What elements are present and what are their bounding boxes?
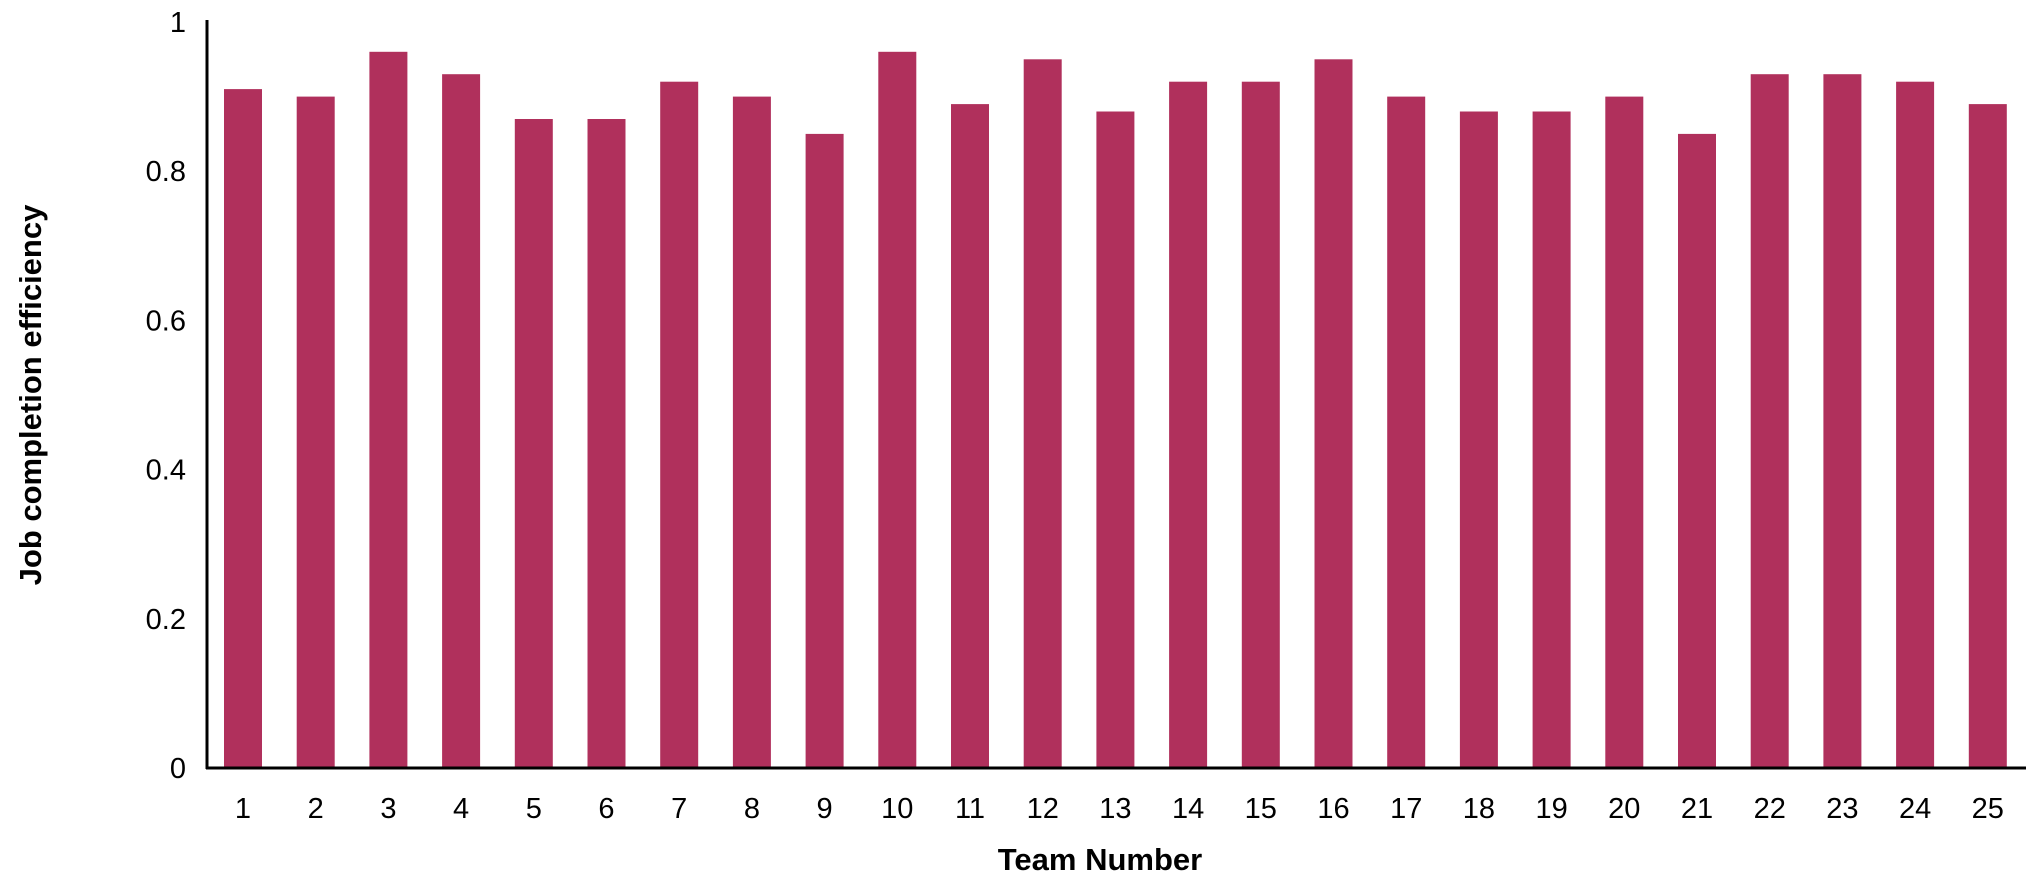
bar-team-24 bbox=[1896, 81, 1935, 768]
y-tick-labels: 0 0.2 0.4 0.6 0.8 1 bbox=[146, 7, 186, 785]
y-tick-label: 0.2 bbox=[146, 604, 186, 636]
bar-team-1 bbox=[224, 89, 262, 769]
bar-team-20 bbox=[1605, 96, 1644, 769]
x-tick-label: 21 bbox=[1681, 793, 1713, 825]
bar-team-9 bbox=[805, 133, 844, 768]
x-tick-label: 22 bbox=[1754, 793, 1786, 825]
x-tick-label: 25 bbox=[1972, 793, 2004, 825]
bar-team-7 bbox=[660, 81, 699, 768]
x-tick-label: 16 bbox=[1317, 793, 1349, 825]
bar-team-8 bbox=[732, 96, 771, 769]
bar-team-23 bbox=[1823, 74, 1862, 768]
y-tick-label: 0.4 bbox=[146, 455, 186, 487]
y-axis-title: Job completion efficiency bbox=[13, 204, 48, 585]
bar-team-25 bbox=[1968, 104, 2007, 769]
x-tick-label: 14 bbox=[1172, 793, 1204, 825]
x-axis-title: Team Number bbox=[998, 842, 1202, 877]
bar-team-16 bbox=[1314, 59, 1353, 769]
x-tick-label: 23 bbox=[1826, 793, 1858, 825]
x-tick-label: 3 bbox=[380, 793, 396, 825]
x-tick-label: 1 bbox=[235, 793, 251, 825]
x-tick-label: 19 bbox=[1535, 793, 1567, 825]
x-tick-label: 11 bbox=[955, 793, 985, 825]
bar-team-17 bbox=[1387, 96, 1426, 769]
x-tick-label: 10 bbox=[881, 793, 913, 825]
x-tick-label: 4 bbox=[453, 793, 469, 825]
y-tick-label: 0.8 bbox=[146, 156, 186, 188]
bar-team-19 bbox=[1532, 111, 1571, 768]
x-tick-label: 9 bbox=[817, 793, 833, 825]
bar-team-10 bbox=[878, 51, 917, 769]
bar-team-6 bbox=[587, 119, 626, 768]
bar-team-3 bbox=[369, 51, 408, 769]
bar-team-21 bbox=[1678, 133, 1716, 768]
y-tick-label: 0.6 bbox=[146, 305, 186, 337]
x-tick-label: 15 bbox=[1245, 793, 1277, 825]
x-tick-label: 5 bbox=[526, 793, 542, 825]
x-tick-label: 18 bbox=[1463, 793, 1495, 825]
x-tick-label: 20 bbox=[1608, 793, 1640, 825]
bar-team-5 bbox=[514, 119, 553, 768]
bar-team-2 bbox=[296, 96, 335, 769]
bar-team-14 bbox=[1169, 81, 1208, 768]
bar-team-15 bbox=[1241, 81, 1280, 768]
y-tick-label: 1 bbox=[170, 7, 186, 39]
bar-team-13 bbox=[1096, 111, 1135, 768]
bar-team-18 bbox=[1459, 111, 1498, 768]
x-tick-label: 17 bbox=[1390, 793, 1422, 825]
bar-team-11 bbox=[951, 104, 989, 769]
x-tick-label: 8 bbox=[744, 793, 760, 825]
bar-team-12 bbox=[1023, 59, 1062, 769]
x-tick-label: 6 bbox=[598, 793, 614, 825]
x-tick-labels: 1 2 3 4 5 6 7 8 9 10 11 12 13 14 15 16 17 18 19 20 21 22 23 24 2… bbox=[235, 793, 2004, 825]
x-tick-label: 7 bbox=[671, 793, 687, 825]
x-tick-label: 2 bbox=[308, 793, 324, 825]
x-tick-label: 12 bbox=[1027, 793, 1059, 825]
x-tick-label: 24 bbox=[1899, 793, 1931, 825]
y-tick-label: 0 bbox=[170, 753, 186, 785]
bar-team-22 bbox=[1750, 74, 1789, 768]
bars-group bbox=[224, 51, 2007, 769]
x-tick-label: 13 bbox=[1099, 793, 1131, 825]
bar-team-4 bbox=[442, 74, 481, 768]
